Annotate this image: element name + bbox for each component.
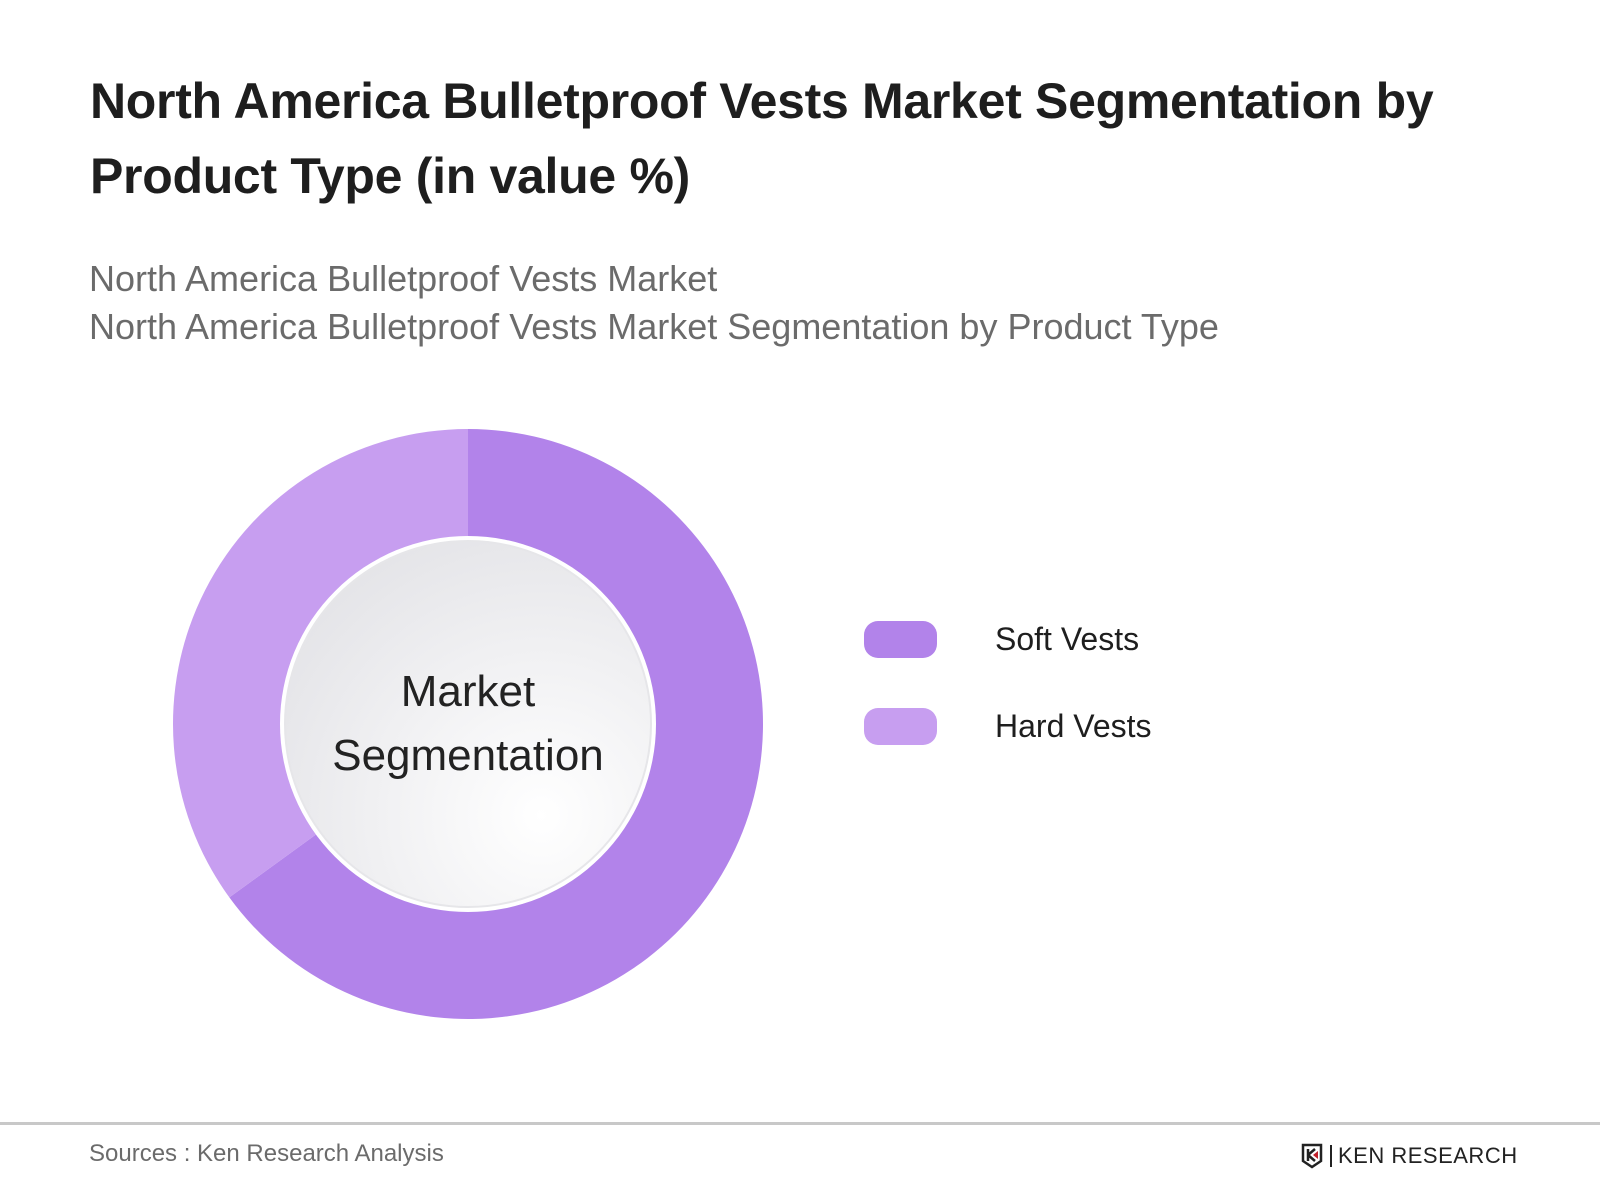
center-label-line-1: Market [400, 667, 536, 716]
center-label: Market Segmentation [278, 660, 658, 788]
ken-logo-icon [1301, 1143, 1323, 1169]
legend-item-soft-vests: Soft Vests [864, 621, 1139, 658]
chart-subtitle-2: North America Bulletproof Vests Market S… [89, 306, 1219, 347]
legend-item-hard-vests: Hard Vests [864, 708, 1152, 745]
donut-center [284, 540, 652, 908]
logo-text: KEN RESEARCH [1338, 1143, 1518, 1168]
center-label-line-2: Segmentation [332, 731, 604, 780]
ken-research-logo: KEN RESEARCH [1300, 1143, 1518, 1169]
legend-label: Hard Vests [995, 708, 1152, 744]
legend-swatch [864, 708, 937, 745]
chart-subtitle: North America Bulletproof Vests Market [89, 258, 718, 299]
legend-label: Soft Vests [995, 621, 1140, 657]
legend-swatch [864, 621, 937, 658]
footer-divider [0, 1122, 1600, 1125]
source-note: Sources : Ken Research Analysis [89, 1140, 444, 1167]
chart-title: North America Bulletproof Vests Market S… [90, 73, 1434, 204]
logo-divider [1330, 1145, 1332, 1167]
